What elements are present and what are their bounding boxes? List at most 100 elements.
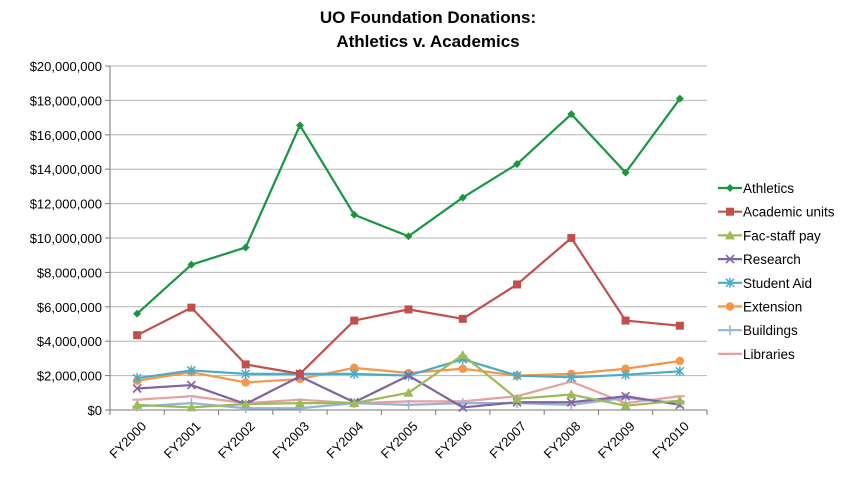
data-point-student-aid — [241, 368, 251, 379]
data-point-athletics — [567, 110, 576, 119]
data-point-research — [458, 402, 468, 412]
legend-item-extension: Extension — [718, 300, 802, 315]
legend-item-research: Research — [718, 252, 801, 267]
y-tick-label: $14,000,000 — [30, 162, 102, 177]
data-point-academic-units — [350, 316, 359, 325]
data-point-extension — [675, 356, 685, 366]
legend-label: Fac-staff pay — [743, 228, 821, 243]
x-tick-label: FY2002 — [215, 419, 258, 462]
x-tick-label: FY2006 — [432, 419, 475, 462]
y-axis-tick-labels: $0 $2,000,000 $4,000,000 $6,000,000 $8,000,0… — [30, 59, 102, 418]
x-tick-label: FY2009 — [595, 419, 638, 462]
y-tick-label: $0 — [88, 403, 102, 418]
data-point-fac-staff-pay — [457, 349, 468, 359]
legend-marker-academic-units — [726, 207, 734, 216]
legend-label: Extension — [743, 300, 802, 315]
series-group — [132, 94, 685, 414]
data-point-buildings — [403, 399, 414, 410]
data-point-academic-units — [621, 316, 630, 325]
legend-label: Research — [743, 252, 801, 267]
y-tick-label: $4,000,000 — [37, 334, 102, 349]
legend-marker-extension — [725, 302, 735, 311]
data-point-fac-staff-pay — [620, 400, 631, 410]
data-point-student-aid — [349, 368, 359, 379]
data-point-academic-units — [567, 234, 576, 242]
data-point-extension — [241, 378, 250, 387]
x-tick-label: FY2005 — [378, 419, 421, 462]
data-point-academic-units — [295, 369, 304, 378]
data-point-fac-staff-pay — [186, 402, 197, 412]
data-point-research — [186, 380, 196, 390]
data-point-student-aid — [512, 370, 522, 381]
legend-label: Student Aid — [743, 276, 812, 291]
data-point-athletics — [458, 193, 467, 202]
y-tick-label: $10,000,000 — [30, 231, 102, 246]
data-point-athletics — [621, 168, 630, 177]
legend-item-buildings: Buildings — [718, 323, 798, 338]
data-point-student-aid — [675, 366, 685, 377]
y-tick-label: $20,000,000 — [30, 59, 102, 74]
data-point-fac-staff-pay — [566, 389, 577, 399]
x-tick-label: FY2000 — [106, 419, 149, 462]
data-point-fac-staff-pay — [132, 399, 143, 409]
data-point-research — [566, 397, 576, 407]
data-point-academic-units — [241, 360, 250, 369]
data-point-academic-units — [404, 305, 413, 314]
data-point-extension — [350, 363, 359, 373]
y-tick-label: $12,000,000 — [30, 197, 102, 212]
series-academic-units — [133, 234, 684, 378]
legend-label: Libraries — [743, 347, 795, 362]
legend-marker-athletics — [726, 184, 734, 192]
data-point-extension — [621, 364, 630, 373]
data-point-athletics — [404, 232, 413, 241]
chart-title-line-2: Athletics v. Academics — [336, 32, 519, 51]
legend-marker-fac-staff-pay — [725, 230, 735, 240]
data-point-student-aid — [132, 373, 142, 384]
data-point-academic-units — [675, 321, 684, 330]
legend-item-athletics: Athletics — [718, 181, 794, 196]
legend-label: Buildings — [743, 323, 798, 338]
data-point-fac-staff-pay — [674, 395, 685, 405]
data-point-athletics — [295, 121, 304, 130]
data-point-fac-staff-pay — [349, 398, 360, 408]
chart-title-line-1: UO Foundation Donations: — [320, 8, 536, 27]
x-axis-tick-labels: FY2000 FY2001 FY2002 FY2003 FY2004 FY2005 FY20… — [106, 419, 692, 462]
x-tick-label: FY2007 — [486, 419, 529, 462]
data-point-fac-staff-pay — [294, 398, 305, 408]
data-point-academic-units — [133, 331, 142, 340]
legend-item-student-aid: Student Aid — [718, 276, 812, 291]
x-tick-label: FY2001 — [161, 419, 204, 462]
data-point-research — [132, 383, 142, 394]
legend: Athletics Academic units Fac-staff pay Rese… — [718, 181, 835, 362]
data-point-academic-units — [187, 303, 196, 312]
data-point-fac-staff-pay — [512, 393, 523, 403]
gridlines — [105, 65, 708, 415]
y-tick-label: $2,000,000 — [37, 369, 102, 384]
data-point-student-aid — [566, 372, 576, 383]
legend-item-libraries: Libraries — [718, 347, 795, 362]
data-point-athletics — [187, 260, 196, 269]
y-tick-label: $8,000,000 — [37, 265, 102, 280]
data-point-fac-staff-pay — [240, 398, 251, 408]
legend-label: Athletics — [743, 181, 794, 196]
data-point-student-aid — [621, 369, 631, 380]
data-point-student-aid — [186, 365, 196, 376]
data-point-athletics — [350, 210, 359, 219]
y-tick-label: $6,000,000 — [37, 300, 102, 315]
data-point-research — [403, 371, 414, 381]
legend-item-academic-units: Academic units — [718, 205, 835, 220]
y-tick-label: $16,000,000 — [30, 128, 102, 143]
data-point-academic-units — [513, 280, 522, 289]
legend-marker-buildings — [725, 325, 735, 336]
x-tick-label: FY2010 — [649, 419, 692, 462]
data-point-fac-staff-pay — [403, 387, 414, 397]
data-point-academic-units — [458, 314, 467, 323]
x-tick-label: FY2004 — [324, 419, 367, 462]
legend-marker-research — [725, 254, 735, 264]
legend-marker-student-aid — [725, 277, 735, 288]
series-athletics — [133, 94, 684, 318]
data-point-athletics — [133, 309, 142, 318]
legend-item-fac-staff-pay: Fac-staff pay — [718, 228, 821, 243]
series-student-aid — [132, 354, 685, 384]
